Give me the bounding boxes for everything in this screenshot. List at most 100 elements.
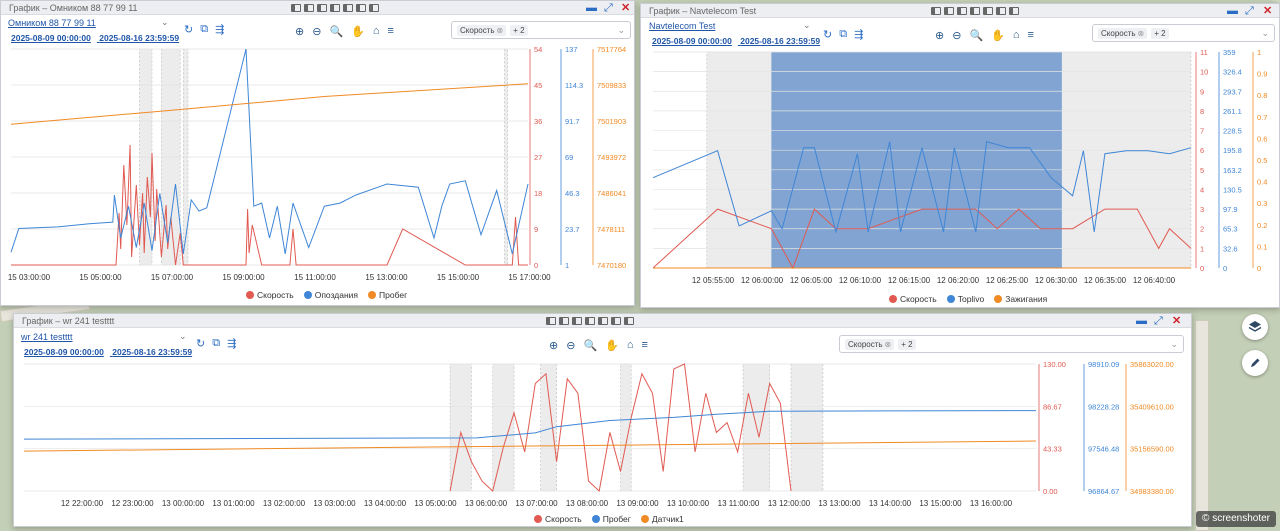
object-selector[interactable]: Navtelecom Test xyxy=(649,21,716,31)
home-icon[interactable]: ⌂ xyxy=(372,25,380,37)
layout-icon[interactable] xyxy=(624,317,634,325)
date-to[interactable]: 2025-08-16 23:59:59 xyxy=(99,33,180,43)
zoom-select-icon[interactable]: 🔍 xyxy=(329,26,344,38)
legend-item[interactable]: Toplivo xyxy=(946,294,984,304)
date-from[interactable]: 2025-08-09 00:00:00 xyxy=(652,36,732,46)
date-range[interactable]: 2025-08-09 00:00:00 2025-08-16 23:59:59 xyxy=(652,36,826,46)
chevron-down-icon[interactable]: ⌄ xyxy=(1261,27,1269,38)
date-from[interactable]: 2025-08-09 00:00:00 xyxy=(11,33,91,43)
legend-item[interactable]: Скорость xyxy=(246,290,294,300)
maximize-icon[interactable]: ⤢ xyxy=(604,2,613,14)
chart-area[interactable]: 11109876543210359326.4293.7261.1228.5195… xyxy=(641,46,1280,291)
layout-icon[interactable] xyxy=(970,7,980,15)
sensor-selector[interactable]: Скорость ⊗ + 2 ⌄ xyxy=(839,335,1184,353)
sensor-selector[interactable]: Скорость ⊗ + 2 ⌄ xyxy=(1092,24,1275,42)
sensor-selector[interactable]: Скорость ⊗ + 2 ⌄ xyxy=(451,21,631,39)
zoom-in-icon[interactable]: ⊕ xyxy=(935,30,945,42)
chevron-down-icon[interactable]: ⌄ xyxy=(803,20,811,30)
zoom-out-icon[interactable]: ⊖ xyxy=(952,30,962,42)
pan-hand-icon[interactable]: ✋ xyxy=(991,30,1005,42)
refresh-icon[interactable]: ↻ xyxy=(196,338,206,350)
date-from[interactable]: 2025-08-09 00:00:00 xyxy=(24,347,104,357)
pencil-icon[interactable] xyxy=(1242,350,1268,376)
layout-icon[interactable] xyxy=(611,317,621,325)
refresh-icon[interactable]: ↻ xyxy=(184,24,194,36)
zoom-in-icon[interactable]: ⊕ xyxy=(295,26,305,38)
layout-icon[interactable] xyxy=(996,7,1006,15)
close-icon[interactable]: ✕ xyxy=(1172,315,1182,327)
layout-icon[interactable] xyxy=(983,7,993,15)
minimize-icon[interactable]: ▬ xyxy=(1136,315,1147,327)
compare-icon[interactable]: ⧉ xyxy=(200,23,209,35)
legend-item[interactable]: Зажигания xyxy=(994,294,1047,304)
export-icon[interactable]: ⇶ xyxy=(227,338,237,350)
date-to[interactable]: 2025-08-16 23:59:59 xyxy=(740,36,821,46)
chart-area[interactable]: 130.00 86.67 43.33 0.00 98910.09 98228.28 9754… xyxy=(14,358,1193,510)
close-icon[interactable]: ✕ xyxy=(1263,5,1273,17)
compare-icon[interactable]: ⧉ xyxy=(839,28,848,40)
export-icon[interactable]: ⇶ xyxy=(215,24,225,36)
layout-icon[interactable] xyxy=(304,4,314,12)
maximize-icon[interactable]: ⤢ xyxy=(1154,315,1163,327)
layout-icon[interactable] xyxy=(343,4,353,12)
compare-icon[interactable]: ⧉ xyxy=(212,337,221,349)
maximize-icon[interactable]: ⤢ xyxy=(1245,5,1254,17)
pan-hand-icon[interactable]: ✋ xyxy=(605,340,619,352)
chevron-down-icon[interactable]: ⌄ xyxy=(179,331,187,341)
layout-icon[interactable] xyxy=(1009,7,1019,15)
legend-item[interactable]: Скорость xyxy=(889,294,937,304)
layers-icon[interactable] xyxy=(1242,314,1268,340)
date-range[interactable]: 2025-08-09 00:00:00 2025-08-16 23:59:59 xyxy=(24,347,198,357)
layout-icon[interactable] xyxy=(559,317,569,325)
refresh-icon[interactable]: ↻ xyxy=(823,29,833,41)
sensor-chip[interactable]: Скорость ⊗ xyxy=(1098,27,1148,39)
object-selector[interactable]: wr 241 testttt xyxy=(21,332,73,342)
layout-icon[interactable] xyxy=(944,7,954,15)
chevron-down-icon[interactable]: ⌄ xyxy=(1170,338,1178,349)
layout-icon[interactable] xyxy=(572,317,582,325)
legend-item[interactable]: Опоздания xyxy=(303,290,358,300)
zoom-select-icon[interactable]: 🔍 xyxy=(969,30,984,42)
object-selector[interactable]: Омником 88 77 99 11 xyxy=(8,18,96,28)
date-range[interactable]: 2025-08-09 00:00:00 2025-08-16 23:59:59 xyxy=(11,33,185,43)
sensor-more[interactable]: + 2 xyxy=(1151,27,1169,39)
chevron-down-icon[interactable]: ⌄ xyxy=(617,24,625,35)
layout-icon[interactable] xyxy=(931,7,941,15)
zoom-select-icon[interactable]: 🔍 xyxy=(583,340,598,352)
layout-icon[interactable] xyxy=(356,4,366,12)
pan-hand-icon[interactable]: ✋ xyxy=(351,26,365,38)
menu-icon[interactable]: ≡ xyxy=(641,339,648,351)
layout-icon[interactable] xyxy=(317,4,327,12)
layout-switcher[interactable] xyxy=(291,4,379,12)
minimize-icon[interactable]: ▬ xyxy=(1227,5,1238,17)
zoom-in-icon[interactable]: ⊕ xyxy=(549,340,559,352)
sensor-chip[interactable]: Скорость ⊗ xyxy=(457,24,507,36)
layout-icon[interactable] xyxy=(585,317,595,325)
legend-item[interactable]: Скорость xyxy=(534,514,582,524)
home-icon[interactable]: ⌂ xyxy=(626,339,634,351)
legend-item[interactable]: Пробег xyxy=(368,290,407,300)
sensor-more[interactable]: + 2 xyxy=(510,24,528,36)
legend-item[interactable]: Пробег xyxy=(591,514,631,524)
chart-area[interactable]: 54 45 36 27 18 9 0 137 114.3 91.7 69 46.3 23.7 1 75177… xyxy=(1,41,636,291)
layout-switcher[interactable] xyxy=(546,317,634,325)
layout-switcher[interactable] xyxy=(931,7,1019,15)
menu-icon[interactable]: ≡ xyxy=(1027,29,1034,41)
minimize-icon[interactable]: ▬ xyxy=(586,2,597,14)
sensor-more[interactable]: + 2 xyxy=(898,338,916,350)
zoom-out-icon[interactable]: ⊖ xyxy=(566,340,576,352)
close-icon[interactable]: ✕ xyxy=(621,2,631,14)
date-to[interactable]: 2025-08-16 23:59:59 xyxy=(112,347,193,357)
home-icon[interactable]: ⌂ xyxy=(1012,29,1020,41)
layout-icon[interactable] xyxy=(330,4,340,12)
layout-icon[interactable] xyxy=(598,317,608,325)
layout-icon[interactable] xyxy=(546,317,556,325)
legend-item[interactable]: Датчик1 xyxy=(640,514,684,524)
chevron-down-icon[interactable]: ⌄ xyxy=(161,17,169,27)
menu-icon[interactable]: ≡ xyxy=(387,25,394,37)
layout-icon[interactable] xyxy=(957,7,967,15)
zoom-out-icon[interactable]: ⊖ xyxy=(312,26,322,38)
layout-icon[interactable] xyxy=(369,4,379,12)
layout-icon[interactable] xyxy=(291,4,301,12)
export-icon[interactable]: ⇶ xyxy=(854,29,864,41)
